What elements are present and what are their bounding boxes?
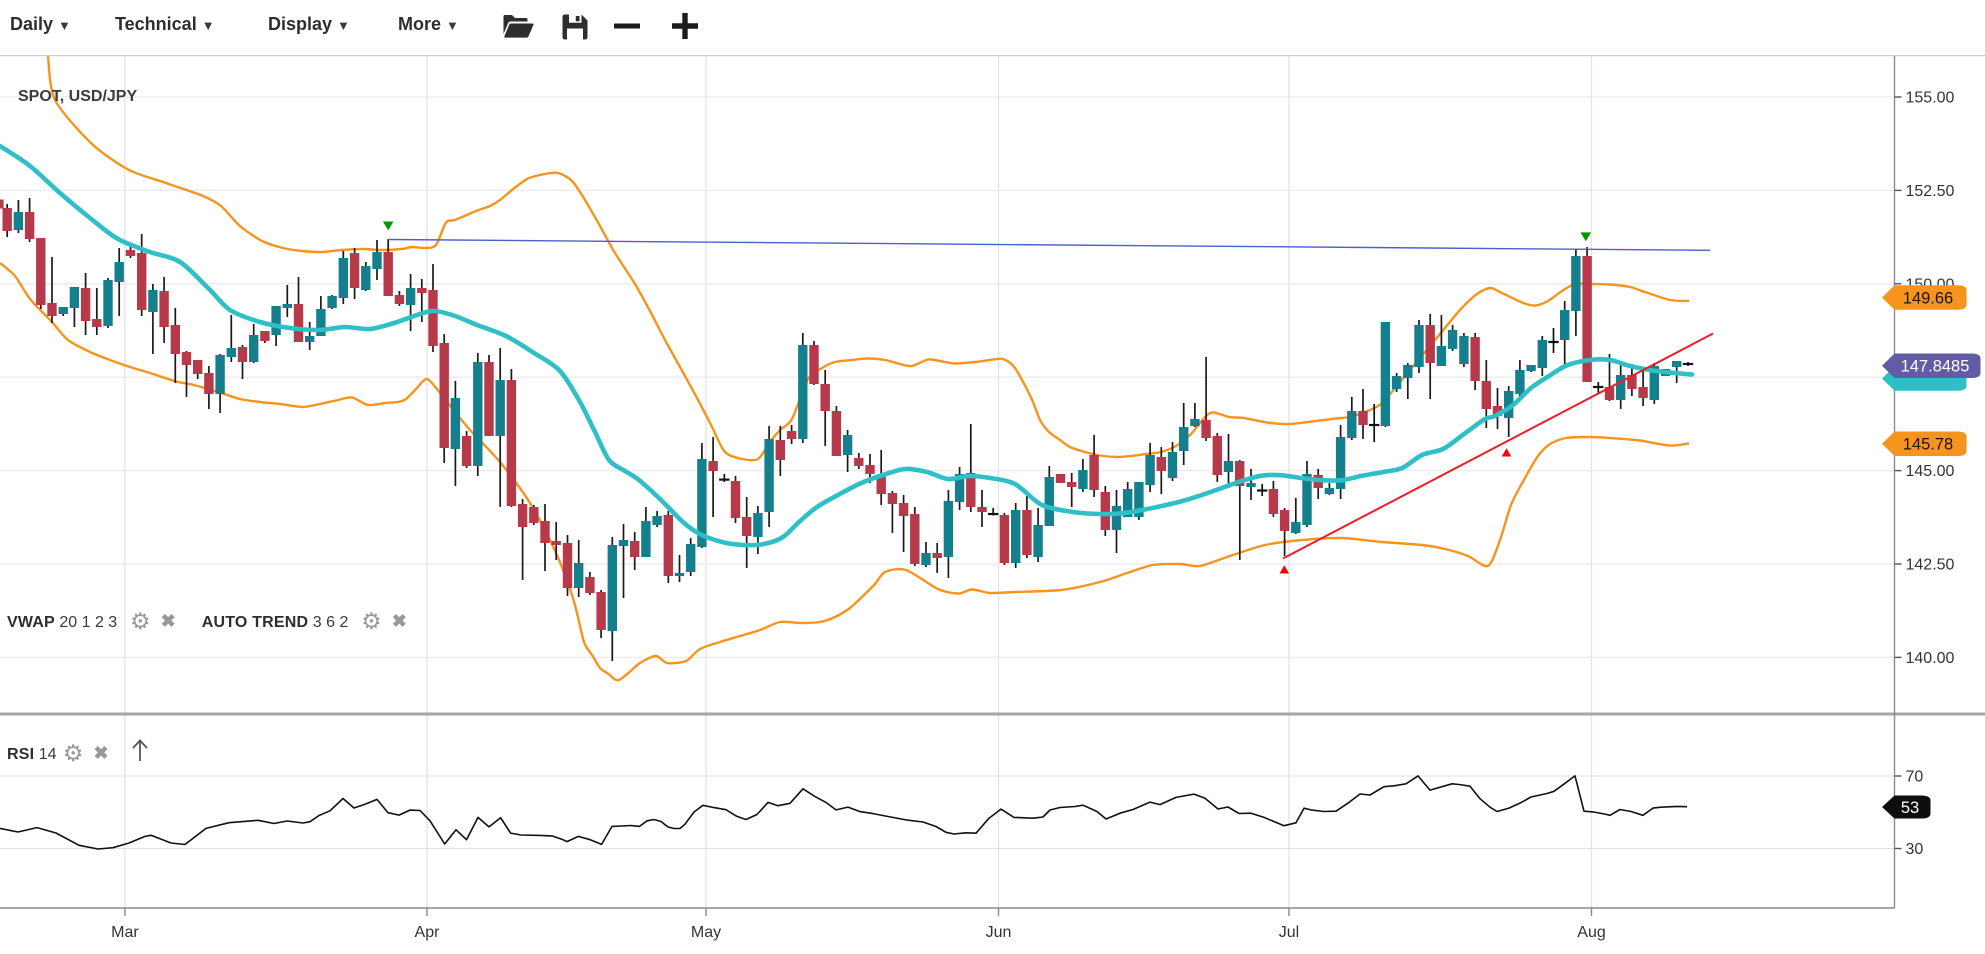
svg-text:Aug: Aug (1577, 924, 1605, 941)
svg-text:155.00: 155.00 (1906, 90, 1955, 107)
svg-text:Mar: Mar (111, 924, 139, 941)
svg-text:145.00: 145.00 (1906, 463, 1955, 480)
svg-text:140.00: 140.00 (1906, 650, 1955, 667)
svg-text:147.8485: 147.8485 (1901, 358, 1970, 376)
svg-text:149.66: 149.66 (1903, 289, 1953, 307)
svg-text:May: May (691, 924, 721, 941)
svg-text:152.50: 152.50 (1906, 183, 1955, 200)
svg-text:Jul: Jul (1279, 924, 1299, 941)
svg-text:30: 30 (1906, 841, 1924, 858)
svg-text:53: 53 (1901, 799, 1919, 817)
svg-text:Apr: Apr (415, 924, 441, 941)
svg-text:Jun: Jun (986, 924, 1012, 941)
svg-text:142.50: 142.50 (1906, 557, 1955, 574)
svg-text:145.78: 145.78 (1903, 436, 1953, 454)
svg-text:70: 70 (1906, 769, 1924, 786)
